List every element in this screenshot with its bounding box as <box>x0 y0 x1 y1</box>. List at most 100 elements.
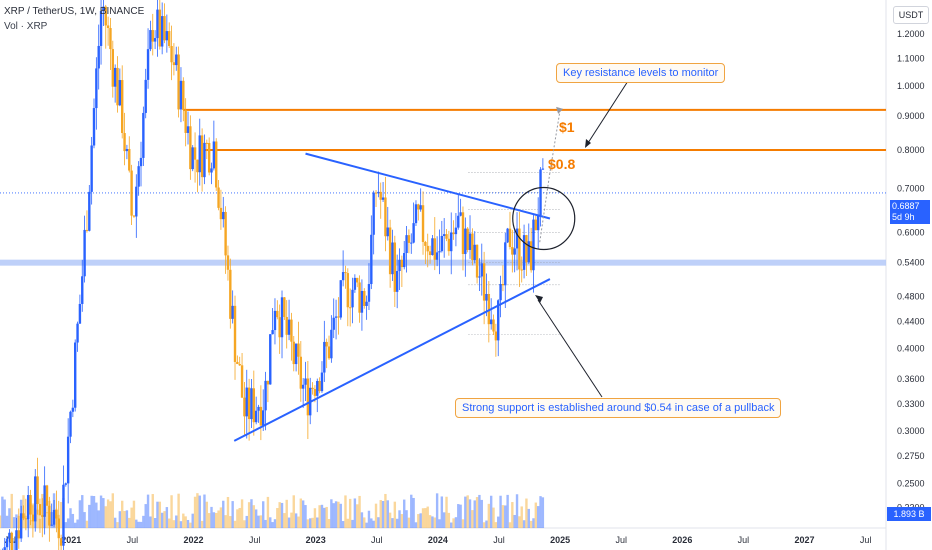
volume-bar <box>5 515 9 528</box>
currency-button[interactable]: USDT <box>893 6 929 24</box>
candle-body <box>50 524 53 526</box>
volume-bar <box>271 522 274 528</box>
volume-bar <box>351 519 354 528</box>
volume-bar <box>461 519 465 528</box>
candle-body <box>76 323 79 343</box>
volume-bar <box>149 516 152 528</box>
volume-bar <box>471 510 474 528</box>
volume-bar <box>424 508 427 528</box>
volume-bar <box>534 502 538 528</box>
volume-bar <box>130 507 133 528</box>
volume-bar <box>428 515 432 528</box>
volume-bar <box>334 501 338 528</box>
current-price-value: 0.6887 <box>892 201 920 211</box>
candle-body <box>151 30 154 42</box>
volume-value-tag: 1.893 B <box>887 507 931 521</box>
volume-bar <box>485 520 488 528</box>
candle-body <box>109 28 112 50</box>
volume-bar <box>41 493 44 528</box>
volume-bar <box>309 518 312 528</box>
x-tick-label: Jul <box>860 535 872 545</box>
volume-bar <box>323 507 326 528</box>
candle-body <box>163 16 166 41</box>
candle-body <box>306 378 310 416</box>
candle-body <box>165 31 169 41</box>
candle-body <box>210 168 213 173</box>
volume-bar <box>121 500 124 528</box>
volume-bar <box>224 515 227 528</box>
x-tick-label: 2021 <box>61 535 81 545</box>
candle-body <box>522 235 526 270</box>
candle-body <box>219 207 223 220</box>
volume-bar <box>81 495 84 528</box>
chart-title: XRP / TetherUS, 1W, BINANCE <box>4 6 145 17</box>
volume-bar <box>156 501 159 528</box>
volume-bar <box>217 510 220 528</box>
volume-bar <box>106 499 110 528</box>
candle-body <box>146 49 150 80</box>
volume-bar <box>191 513 194 528</box>
volume-bar <box>247 502 251 528</box>
volume-bar <box>450 522 453 528</box>
candle-body <box>31 514 35 522</box>
volume-bar <box>353 498 357 528</box>
x-tick-label: Jul <box>371 535 383 545</box>
candle-body <box>231 305 234 319</box>
candle-body <box>332 317 335 330</box>
candle-body <box>419 205 422 210</box>
volume-bar <box>313 508 317 528</box>
volume-bar <box>473 500 476 528</box>
volume-bar <box>163 511 166 528</box>
volume-bar <box>158 501 162 528</box>
candle-body <box>273 310 277 331</box>
candle-body <box>254 410 258 423</box>
volume-bar <box>38 518 42 528</box>
candle-body <box>45 485 49 506</box>
volume-bar <box>102 498 105 528</box>
candle-body <box>179 80 183 110</box>
candle-body <box>393 242 397 292</box>
volume-bar <box>525 498 528 528</box>
candle-body <box>125 148 129 152</box>
volume-bar <box>90 495 93 528</box>
x-tick-label: Jul <box>127 535 139 545</box>
volume-bar <box>203 494 206 528</box>
volume-bar <box>229 516 232 528</box>
volume-bar <box>186 519 190 528</box>
volume-bar <box>384 493 387 528</box>
candle-body <box>304 378 307 385</box>
candle-body <box>377 191 380 194</box>
volume-bar <box>111 493 115 528</box>
volume-bar <box>238 507 241 528</box>
volume-bar <box>10 493 13 528</box>
candle-body <box>259 406 263 426</box>
volume-bar <box>69 508 72 528</box>
volume-bar <box>240 499 244 528</box>
triangle-upper-line <box>305 152 551 220</box>
x-tick-label: Jul <box>738 535 750 545</box>
candle-body <box>43 485 46 517</box>
candle-body <box>534 219 538 231</box>
candle-body <box>64 483 68 485</box>
volume-bar <box>339 503 342 528</box>
volume-bar <box>273 519 277 528</box>
x-tick-label: Jul <box>493 535 505 545</box>
volume-bar <box>153 518 157 528</box>
volume-bar <box>287 517 291 528</box>
candle-body <box>506 228 509 243</box>
candle-body <box>153 38 157 42</box>
x-tick-label: Jul <box>4 535 16 545</box>
x-tick-label: 2025 <box>550 535 570 545</box>
candle-body <box>339 280 342 318</box>
candle-body <box>410 242 413 244</box>
candle-body <box>468 233 472 250</box>
volume-bar <box>24 515 28 528</box>
candle-body <box>257 406 260 411</box>
volume-bar <box>381 500 385 528</box>
volume-bar <box>137 521 140 528</box>
volume-bar <box>113 517 117 528</box>
candle-body <box>123 133 126 152</box>
volume-bar <box>292 495 295 528</box>
candle-body <box>353 277 357 290</box>
